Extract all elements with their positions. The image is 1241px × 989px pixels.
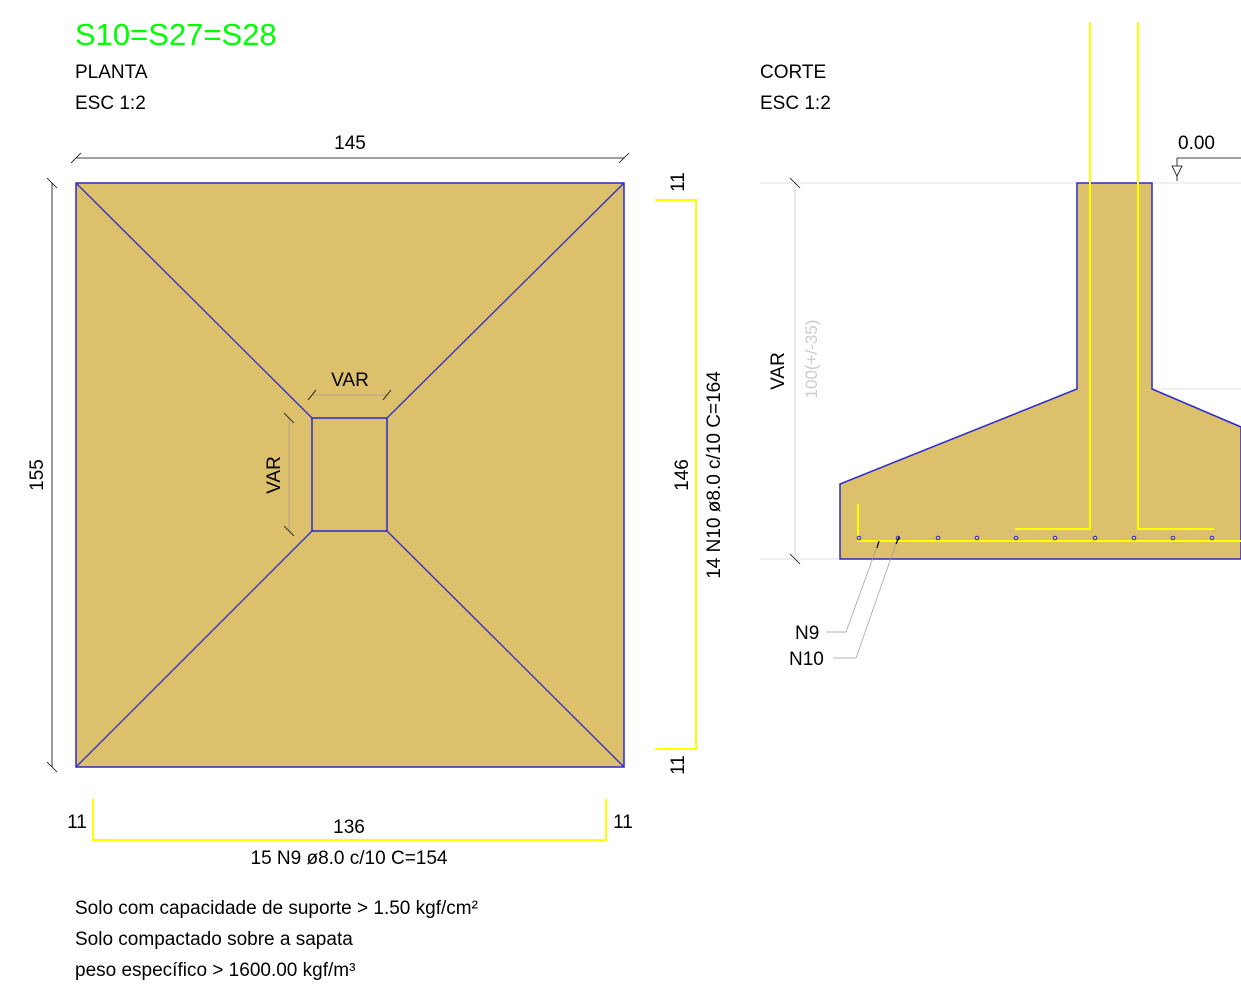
callout-n9: N9 — [795, 623, 819, 644]
section-rebar-n10-dots — [856, 535, 1215, 541]
corte-heading: CORTE — [760, 62, 826, 83]
rebar-n10-hook-top: 11 — [668, 172, 689, 192]
level-label: 0.00 — [1178, 133, 1215, 154]
dim-height-label: 155 — [27, 459, 48, 491]
rebar-n9-hook-right: 11 — [613, 812, 633, 833]
section-rebar-n9 — [857, 504, 1241, 542]
planta-scale: ESC 1:2 — [75, 93, 146, 114]
rebar-callouts — [826, 537, 899, 659]
footing-section — [839, 182, 1241, 560]
rebar-n10-shape — [655, 199, 697, 750]
column-starter-bars — [1015, 22, 1214, 530]
note-line: Solo com capacidade de suporte > 1.50 kg… — [75, 898, 478, 919]
section-height-label: VAR — [768, 352, 789, 390]
rebar-n10-label: 14 N10 ø8.0 c/10 C=164 — [704, 371, 725, 579]
slope-lines — [75, 182, 625, 768]
notes: Solo com capacidade de suporte > 1.50 kg… — [75, 898, 478, 981]
planta-heading: PLANTA — [75, 62, 148, 83]
dim-height — [46, 177, 58, 773]
pillar-width-label: VAR — [331, 370, 369, 391]
pillar-outline — [311, 417, 388, 532]
plan-view: 145 155 VAR VAR 11 146 14 N10 ø8.0 — [27, 133, 725, 869]
callout-n10: N10 — [789, 649, 824, 670]
rebar-n10-length: 146 — [672, 459, 693, 491]
rebar-n9-hook-left: 11 — [67, 812, 87, 833]
rebar-n9-length: 136 — [333, 817, 365, 838]
corte-scale: ESC 1:2 — [760, 93, 831, 114]
level-marker — [1171, 157, 1241, 181]
rebar-n9-shape — [92, 799, 607, 841]
section-height-value: 100(+/-35) — [802, 320, 821, 399]
note-line: Solo compactado sobre a sapata — [75, 929, 353, 950]
dim-width-label: 145 — [334, 133, 366, 154]
drawing-title: S10=S27=S28 — [75, 17, 277, 52]
section-dim-height — [789, 177, 801, 565]
note-line: peso específico > 1600.00 kgf/m³ — [75, 960, 355, 981]
rebar-n9-label: 15 N9 ø8.0 c/10 C=154 — [251, 848, 448, 869]
section-view: VAR 100(+/-35) 0.00 N9 N10 — [760, 22, 1241, 670]
rebar-n10-hook-bottom: 11 — [668, 755, 689, 775]
dim-width — [70, 152, 630, 164]
pillar-height-label: VAR — [264, 456, 285, 494]
